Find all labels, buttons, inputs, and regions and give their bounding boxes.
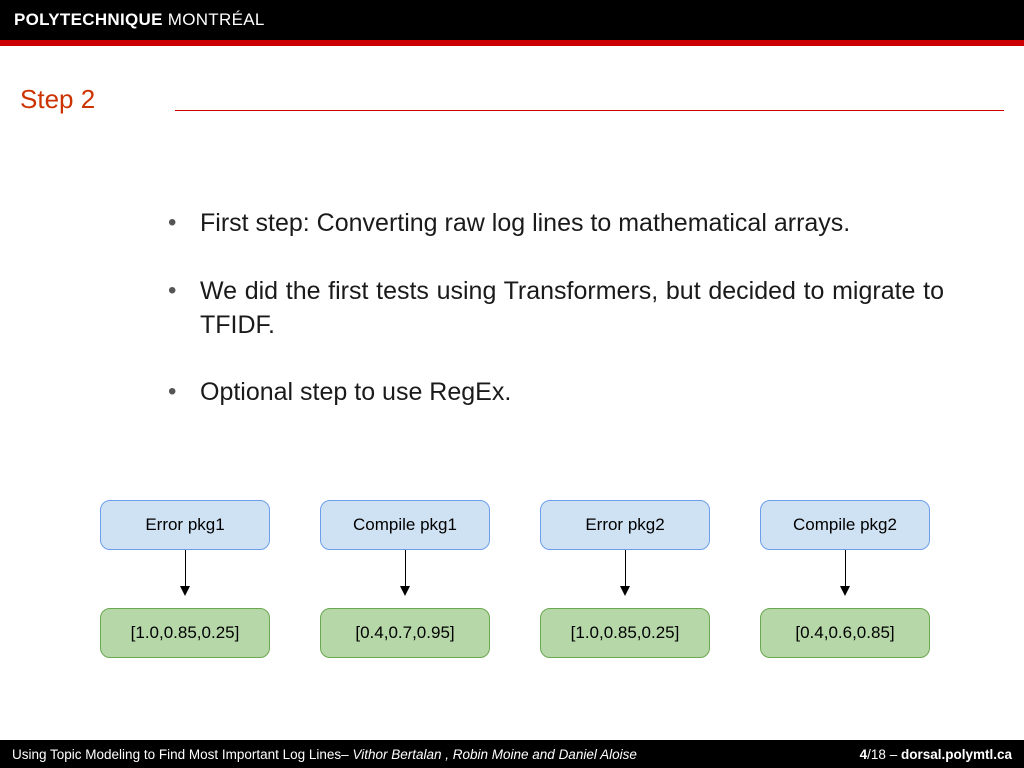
vector-box: [0.4,0.6,0.85] — [760, 608, 930, 658]
arrow-holder — [540, 550, 710, 608]
arrow-holder — [100, 550, 270, 608]
vector-box: [1.0,0.85,0.25] — [540, 608, 710, 658]
source-box: Compile pkg1 — [320, 500, 490, 550]
top-row: Error pkg1 Compile pkg1 Error pkg2 Compi… — [100, 500, 930, 550]
source-box: Error pkg2 — [540, 500, 710, 550]
content-area: First step: Converting raw log lines to … — [0, 117, 1024, 410]
vector-box: [0.4,0.7,0.95] — [320, 608, 490, 658]
footer-left: Using Topic Modeling to Find Most Import… — [12, 747, 637, 762]
arrow-holder — [760, 550, 930, 608]
arrows-row — [100, 550, 930, 608]
footer-right: 4/18 – dorsal.polymtl.ca — [860, 747, 1012, 762]
slide-title: Step 2 — [20, 84, 95, 117]
arrow-down-icon — [845, 550, 846, 594]
bullet-item: We did the first tests using Transformer… — [160, 275, 954, 343]
vector-box: [1.0,0.85,0.25] — [100, 608, 270, 658]
source-box: Error pkg1 — [100, 500, 270, 550]
arrow-down-icon — [185, 550, 186, 594]
bullet-item: Optional step to use RegEx. — [160, 376, 954, 410]
authors: Vithor Bertalan , Robin Moine and Daniel… — [352, 747, 636, 762]
page-total: /18 – — [867, 747, 901, 762]
arrow-down-icon — [405, 550, 406, 594]
bottom-row: [1.0,0.85,0.25] [0.4,0.7,0.95] [1.0,0.85… — [100, 608, 930, 658]
brand-light: MONTRÉAL — [168, 10, 265, 30]
arrow-holder — [320, 550, 490, 608]
arrow-down-icon — [625, 550, 626, 594]
footer-bar: Using Topic Modeling to Find Most Import… — [0, 740, 1024, 768]
bullet-item: First step: Converting raw log lines to … — [160, 207, 954, 241]
header-bar: POLYTECHNIQUE MONTRÉAL — [0, 0, 1024, 40]
source-box: Compile pkg2 — [760, 500, 930, 550]
footer-site: dorsal.polymtl.ca — [901, 747, 1012, 762]
talk-title: Using Topic Modeling to Find Most Import… — [12, 747, 352, 762]
flow-diagram: Error pkg1 Compile pkg1 Error pkg2 Compi… — [100, 500, 930, 658]
title-underline — [175, 110, 1004, 111]
bullet-list: First step: Converting raw log lines to … — [160, 207, 954, 410]
brand-bold: POLYTECHNIQUE — [14, 10, 163, 30]
title-row: Step 2 — [0, 46, 1024, 117]
